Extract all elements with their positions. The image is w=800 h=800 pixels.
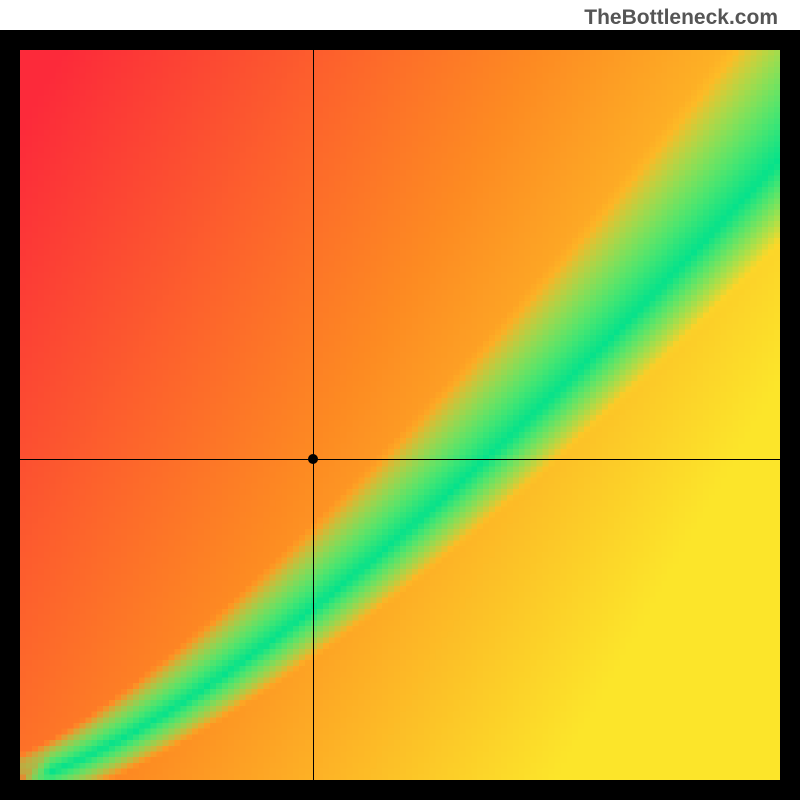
watermark-text: TheBottleneck.com bbox=[584, 6, 778, 30]
crosshair-marker bbox=[308, 454, 318, 464]
heatmap-plot-area bbox=[20, 50, 780, 780]
heatmap-gradient bbox=[20, 50, 780, 780]
